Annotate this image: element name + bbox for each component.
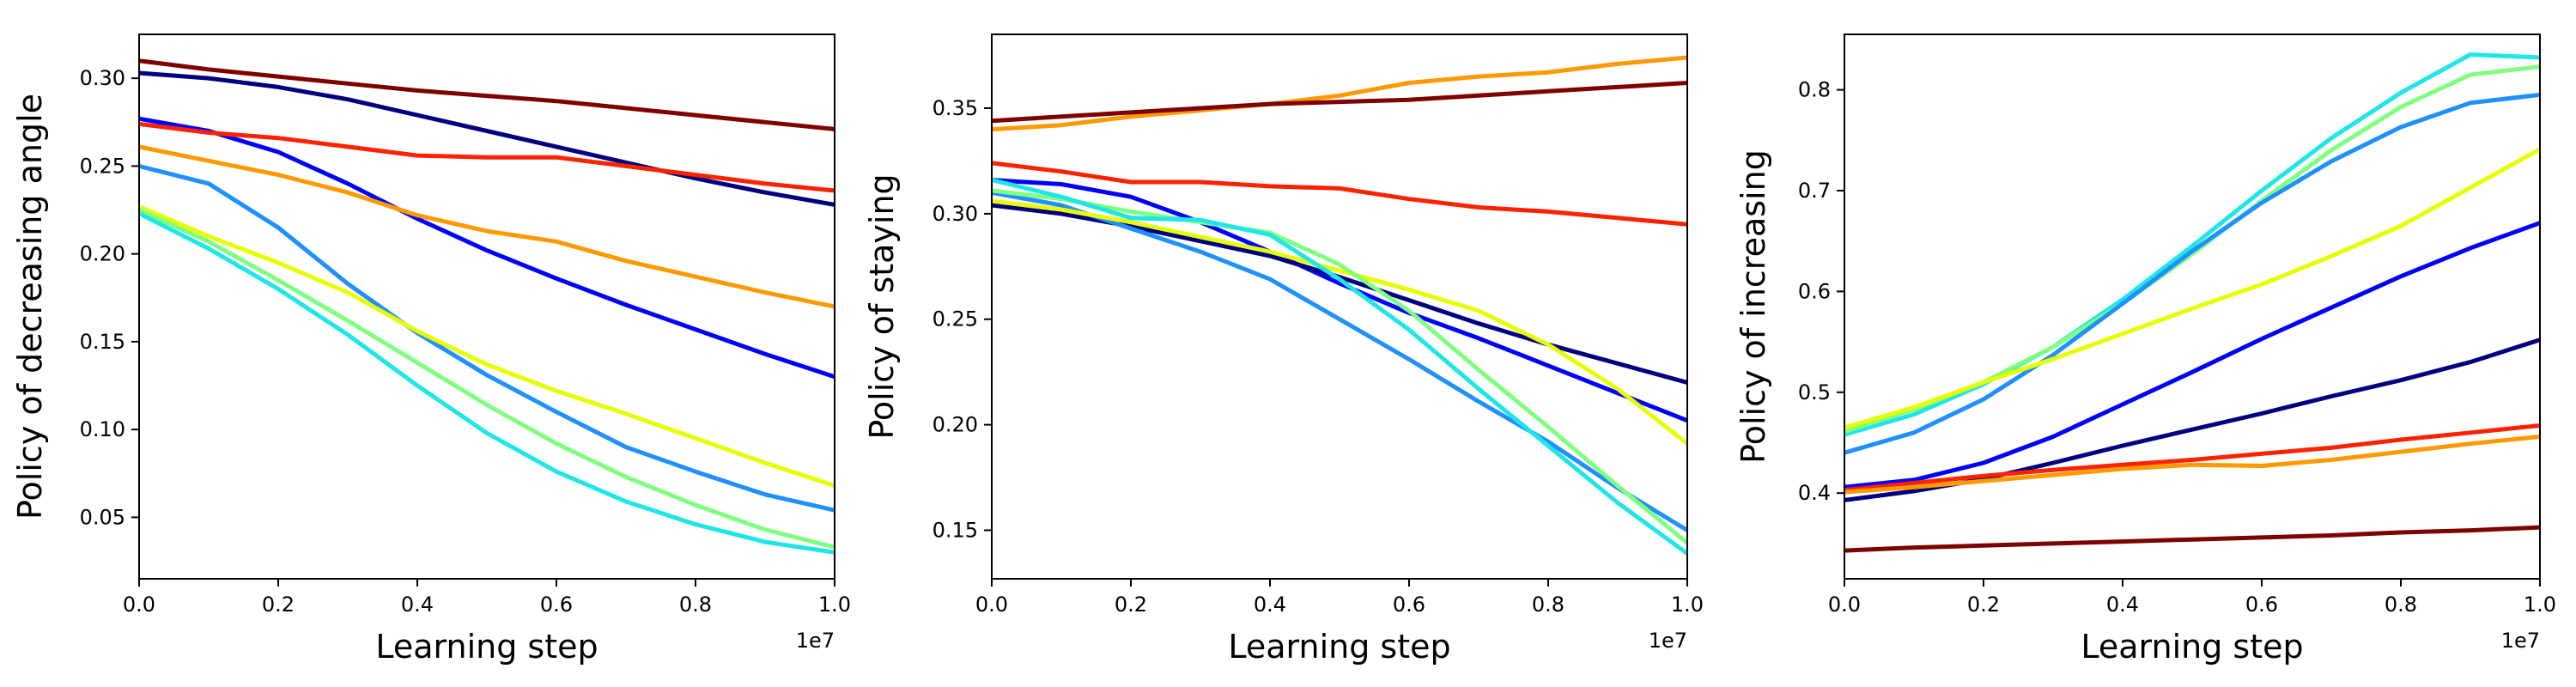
x-tick-label: 0.8 <box>679 593 712 617</box>
x-tick-label: 0.4 <box>401 593 434 617</box>
y-tick-label: 0.10 <box>80 417 125 441</box>
x-axis-label: Learning step <box>2081 628 2303 666</box>
x-offset-label: 1e7 <box>2501 629 2540 653</box>
series-line-5 <box>1844 337 2540 502</box>
plot-frame <box>138 33 835 580</box>
y-tick-label: 0.20 <box>80 242 125 266</box>
series-line-7 <box>139 208 835 550</box>
series-line-1 <box>992 81 1687 124</box>
x-tick-label: 0.2 <box>1115 593 1147 617</box>
series-line-7 <box>1844 435 2540 495</box>
y-tick-label: 0.5 <box>1798 380 1831 404</box>
chart-increasing: 0.0 0.2 0.4 0.6 0.8 1.0 0.4 0.5 0.6 0.7 0.8 Learnin… <box>1735 33 2556 666</box>
y-axis-label: Policy of decreasing angle <box>11 94 49 520</box>
series-line-0 <box>139 58 835 131</box>
series-line-3 <box>1844 147 2540 430</box>
x-offset-label: 1e7 <box>1649 629 1687 653</box>
series-group <box>992 55 1687 556</box>
x-tick-label: 0.6 <box>540 593 573 617</box>
chart-decreasing-angle: 0.0 0.2 0.4 0.6 0.8 1.0 0.05 0.10 0.15 0.20 0.25 0.… <box>11 33 851 666</box>
series-line-8 <box>139 211 835 555</box>
x-tick-label: 0.0 <box>123 593 155 617</box>
y-tick-label: 0.15 <box>933 518 978 542</box>
series-line-0 <box>992 55 1687 132</box>
series-line-6 <box>1844 423 2540 493</box>
y-tick-label: 0.25 <box>933 307 978 331</box>
series-line-4 <box>139 144 835 309</box>
y-tick-label: 0.25 <box>80 154 125 178</box>
x-tick-label: 1.0 <box>2524 593 2556 617</box>
series-line-5 <box>992 190 1687 532</box>
y-tick-label: 0.15 <box>80 330 125 354</box>
chart-staying: 0.0 0.2 0.4 0.6 0.8 1.0 0.15 0.20 0.25 0.30 0.35 Le… <box>863 33 1704 666</box>
series-line-2 <box>139 116 835 380</box>
series-line-2 <box>992 161 1687 227</box>
y-tick-label: 0.30 <box>80 66 125 90</box>
y-tick-label: 0.8 <box>1798 78 1831 102</box>
x-tick-label: 0.6 <box>2245 593 2278 617</box>
x-tick-label: 0.4 <box>2106 593 2139 617</box>
series-line-3 <box>992 178 1687 423</box>
x-axis-label: Learning step <box>1228 628 1450 666</box>
x-tick-label: 0.0 <box>1828 593 1861 617</box>
y-tick-label: 0.7 <box>1798 179 1831 203</box>
x-axis-label: Learning step <box>375 628 598 666</box>
x-tick-label: 0.8 <box>2385 593 2417 617</box>
y-tick-label: 0.6 <box>1798 279 1831 303</box>
plot-frame <box>991 33 1688 580</box>
series-line-6 <box>139 204 835 489</box>
x-tick-label: 0.2 <box>262 593 295 617</box>
series-group <box>1844 52 2540 553</box>
x-tick-label: 1.0 <box>818 593 851 617</box>
x-tick-label: 0.4 <box>1254 593 1286 617</box>
plot-frame <box>1844 33 2541 580</box>
x-tick-label: 0.0 <box>975 593 1008 617</box>
series-line-8 <box>992 178 1687 556</box>
series-line-4 <box>992 203 1687 385</box>
y-axis-label: Policy of increasing <box>1735 149 1772 464</box>
y-axis-label: Policy of staying <box>863 173 901 439</box>
series-line-4 <box>1844 221 2540 489</box>
series-line-1 <box>139 70 835 207</box>
y-tick-label: 0.20 <box>933 413 978 437</box>
series-line-5 <box>139 163 835 513</box>
x-tick-label: 1.0 <box>1671 593 1704 617</box>
y-tick-label: 0.30 <box>933 202 978 226</box>
y-tick-label: 0.35 <box>933 96 978 120</box>
series-line-6 <box>992 198 1687 447</box>
series-line-8 <box>1844 525 2540 553</box>
x-tick-label: 0.2 <box>1967 593 2000 617</box>
x-tick-label: 0.8 <box>1532 593 1564 617</box>
series-line-3 <box>139 121 835 193</box>
y-tick-label: 0.4 <box>1798 481 1831 505</box>
series-line-0 <box>1844 52 2540 437</box>
x-tick-label: 0.6 <box>1393 593 1425 617</box>
series-line-2 <box>1844 92 2540 455</box>
series-line-7 <box>992 188 1687 545</box>
x-offset-label: 1e7 <box>796 629 835 653</box>
y-tick-label: 0.05 <box>80 505 125 529</box>
series-group <box>139 58 835 555</box>
